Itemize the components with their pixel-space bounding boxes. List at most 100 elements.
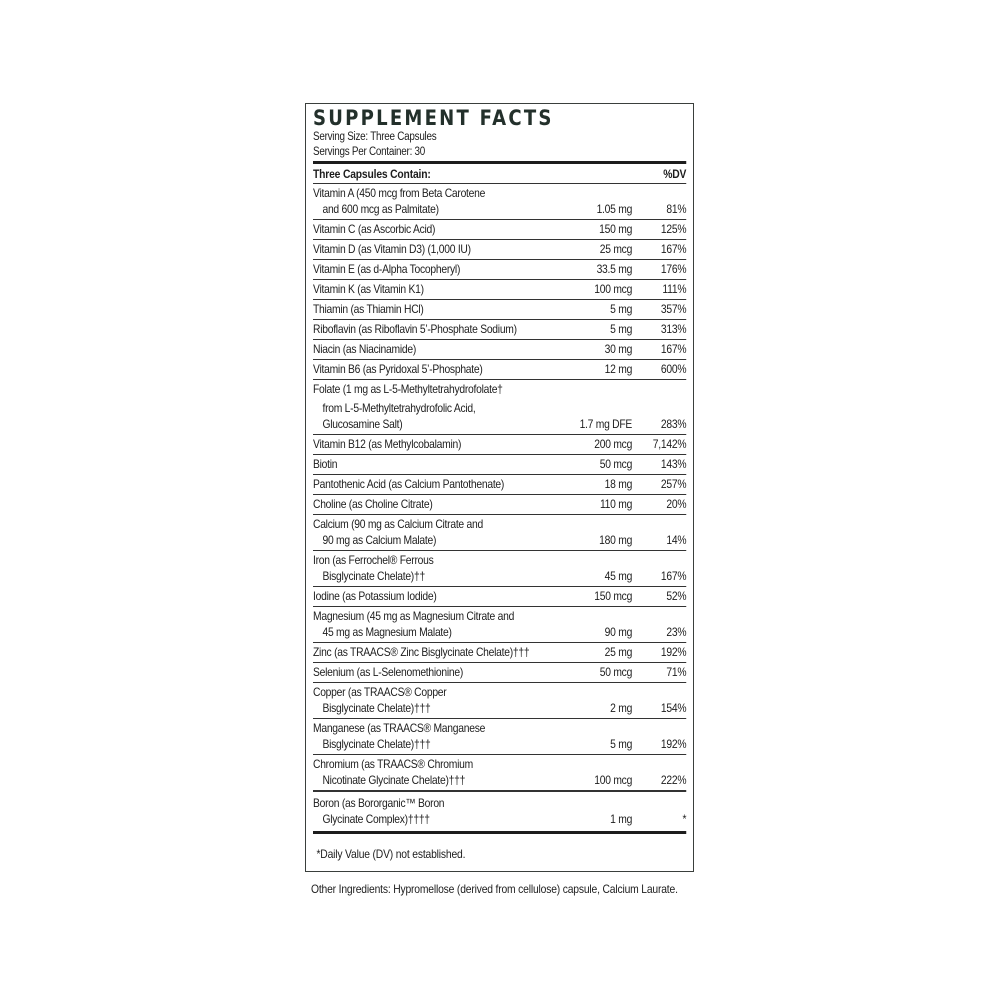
header-dv: %DV (663, 167, 687, 181)
amount: 30 mg (604, 342, 633, 356)
nutrient-name: Pantothenic Acid (as Calcium Pantothenat… (313, 476, 562, 492)
table-row: Riboflavin (as Riboflavin 5’-Phosphate S… (313, 320, 686, 340)
nutrient-name: Niacin (as Niacinamide) (313, 341, 562, 357)
nutrient-name: Vitamin K (as Vitamin K1) (313, 281, 562, 297)
table-row: Selenium (as L-Selenomethionine) 50 mcg 71… (313, 663, 686, 683)
nutrient-name: Vitamin B6 (as Pyridoxal 5’-Phosphate) (313, 361, 562, 377)
amount: 90 mg (604, 625, 633, 639)
nutrient-name-line: Vitamin A (450 mcg from Beta Carotene (313, 186, 486, 200)
table-row: Calcium (90 mg as Calcium Citrate and 90 … (313, 515, 686, 551)
daily-value: 20% (666, 497, 687, 511)
nutrient-name: Biotin (313, 456, 562, 472)
nutrient-name-line: Magnesium (45 mg as Magnesium Citrate an… (313, 609, 515, 623)
amount: 1.05 mg (596, 202, 633, 216)
other-ingredients: Other Ingredients: Hypromellose (derived… (311, 882, 678, 896)
amount: 200 mcg (594, 437, 633, 451)
table-row: Magnesium (45 mg as Magnesium Citrate an… (313, 607, 686, 643)
nutrient-name-line: Glucosamine Salt) (322, 417, 403, 431)
daily-value: 313% (660, 322, 687, 336)
nutrient-name-line: Nicotinate Glycinate Chelate)††† (322, 773, 466, 787)
amount: 5 mg (610, 322, 633, 336)
nutrient-name-line: 90 mg as Calcium Malate) (322, 533, 437, 547)
daily-value: * (682, 812, 687, 826)
nutrient-name: Calcium (90 mg as Calcium Citrate and 90 … (313, 516, 562, 548)
footnote: *Daily Value (DV) not established. (316, 847, 466, 861)
nutrient-name-line: Manganese (as TRAACS® Manganese (313, 721, 486, 735)
amount: 5 mg (610, 737, 633, 751)
table-row: Vitamin A (450 mcg from Beta Carotene and… (313, 184, 686, 220)
nutrient-name: Magnesium (45 mg as Magnesium Citrate an… (313, 608, 562, 640)
daily-value: 143% (660, 457, 687, 471)
header-contains: Three Capsules Contain: (313, 167, 431, 181)
nutrient-name: Zinc (as TRAACS® Zinc Bisglycinate Chela… (313, 644, 562, 660)
daily-value: 192% (660, 645, 687, 659)
nutrient-name-line: Riboflavin (as Riboflavin 5’-Phosphate S… (313, 322, 517, 336)
thick-rule (313, 161, 687, 164)
nutrient-name: Choline (as Choline Citrate) (313, 496, 562, 512)
nutrient-name-line: Iron (as Ferrochel® Ferrous (313, 553, 434, 567)
nutrient-name-line: Vitamin C (as Ascorbic Acid) (313, 222, 436, 236)
daily-value: 192% (660, 737, 687, 751)
table-row: Zinc (as TRAACS® Zinc Bisglycinate Chela… (313, 643, 686, 663)
nutrient-name-line: and 600 mcg as Palmitate) (322, 202, 439, 216)
table-row: Niacin (as Niacinamide) 30 mg 167% (313, 340, 686, 360)
nutrient-name: Iron (as Ferrochel® Ferrous Bisglycinate … (313, 552, 562, 584)
serving-size: Serving Size: Three Capsules (313, 131, 437, 143)
nutrient-name-line: Vitamin K (as Vitamin K1) (313, 282, 424, 296)
nutrient-name-line: Niacin (as Niacinamide) (313, 342, 417, 356)
nutrient-name-line: Boron (as Bororganic™ Boron (313, 796, 445, 810)
nutrient-name-line: Glycinate Complex)†††† (322, 812, 430, 826)
nutrient-name: Vitamin C (as Ascorbic Acid) (313, 221, 562, 237)
nutrient-name-line: Iodine (as Potassium Iodide) (313, 589, 437, 603)
table-row: Vitamin B6 (as Pyridoxal 5’-Phosphate) 12… (313, 360, 686, 380)
table-row: Vitamin B12 (as Methylcobalamin) 200 mcg 7… (313, 435, 686, 455)
daily-value: 7,142% (652, 437, 687, 451)
nutrient-name: Riboflavin (as Riboflavin 5’-Phosphate S… (313, 321, 562, 337)
amount: 100 mcg (594, 773, 633, 787)
nutrient-name: Vitamin B12 (as Methylcobalamin) (313, 436, 562, 452)
daily-value: 81% (666, 202, 687, 216)
nutrient-name: Manganese (as TRAACS® Manganese Bisglycin… (313, 720, 562, 752)
nutrient-name: Thiamin (as Thiamin HCl) (313, 301, 562, 317)
nutrient-name: Copper (as TRAACS® Copper Bisglycinate Ch… (313, 684, 562, 716)
amount: 1 mg (610, 812, 633, 826)
nutrient-name-line: Bisglycinate Chelate)††† (322, 701, 431, 715)
nutrient-name-line: Vitamin E (as d-Alpha Tocopheryl) (313, 262, 461, 276)
nutrient-name-line: Vitamin B6 (as Pyridoxal 5’-Phosphate) (313, 362, 483, 376)
table-row: Vitamin C (as Ascorbic Acid) 150 mg 125% (313, 220, 686, 240)
table-row: Chromium (as TRAACS® Chromium Nicotinate … (313, 755, 686, 792)
amount: 150 mg (599, 222, 633, 236)
nutrient-name: Chromium (as TRAACS® Chromium Nicotinate … (313, 756, 562, 788)
nutrient-name: Selenium (as L-Selenomethionine) (313, 664, 562, 680)
nutrient-name-line: Zinc (as TRAACS® Zinc Bisglycinate Chela… (313, 645, 530, 659)
nutrient-name-line: Calcium (90 mg as Calcium Citrate and (313, 517, 483, 531)
daily-value: 167% (660, 342, 687, 356)
daily-value: 167% (660, 569, 687, 583)
table-row: Boron (as Bororganic™ Boron Glycinate Com… (313, 792, 686, 829)
table-row: Iron (as Ferrochel® Ferrous Bisglycinate … (313, 551, 686, 587)
daily-value: 14% (666, 533, 687, 547)
nutrient-name: Vitamin A (450 mcg from Beta Carotene and… (313, 185, 562, 217)
daily-value: 167% (660, 242, 687, 256)
daily-value: 125% (660, 222, 687, 236)
amount: 1.7 mg DFE (579, 417, 633, 431)
amount: 180 mg (599, 533, 633, 547)
amount: 45 mg (604, 569, 633, 583)
nutrient-name-line: Thiamin (as Thiamin HCl) (313, 302, 424, 316)
amount: 18 mg (604, 477, 633, 491)
nutrient-name-line: from L-5-Methyltetrahydrofolic Acid, (322, 401, 476, 415)
nutrient-name-line: Choline (as Choline Citrate) (313, 497, 433, 511)
nutrient-name-line: Chromium (as TRAACS® Chromium (313, 757, 473, 771)
nutrient-name-line: Biotin (313, 457, 338, 471)
daily-value: 52% (666, 589, 687, 603)
daily-value: 71% (666, 665, 687, 679)
daily-value: 257% (660, 477, 687, 491)
table-row: Vitamin D (as Vitamin D3) (1,000 IU) 25 m… (313, 240, 686, 260)
amount: 150 mcg (594, 589, 633, 603)
nutrient-name: Iodine (as Potassium Iodide) (313, 588, 562, 604)
nutrient-name-line: Pantothenic Acid (as Calcium Pantothenat… (313, 477, 505, 491)
thick-rule-bottom (313, 831, 687, 834)
nutrient-name-line: Selenium (as L-Selenomethionine) (313, 665, 464, 679)
amount: 50 mcg (599, 665, 633, 679)
nutrient-name-line: Copper (as TRAACS® Copper (313, 685, 447, 699)
